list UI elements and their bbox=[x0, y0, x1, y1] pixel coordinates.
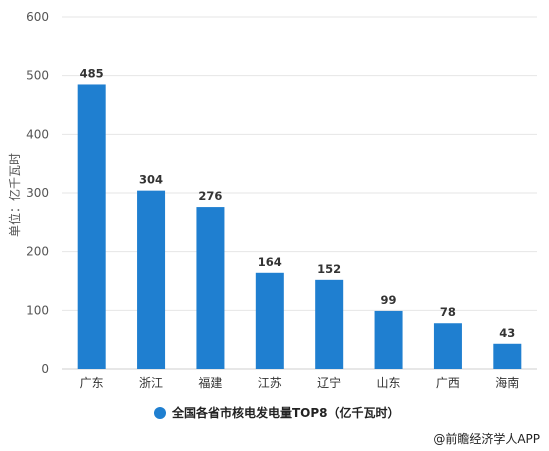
y-tick-label: 300 bbox=[26, 186, 49, 200]
x-tick-label: 辽宁 bbox=[317, 375, 341, 390]
y-axis-label: 单位：亿千瓦时 bbox=[7, 153, 22, 237]
bar bbox=[433, 323, 462, 369]
legend: 全国各省市核电发电量TOP8（亿千瓦时） bbox=[154, 405, 400, 420]
y-tick-label: 100 bbox=[26, 303, 49, 317]
legend-swatch bbox=[154, 407, 166, 419]
legend-label: 全国各省市核电发电量TOP8（亿千瓦时） bbox=[171, 405, 400, 420]
bar bbox=[315, 279, 344, 369]
data-label: 78 bbox=[440, 305, 456, 319]
data-label: 304 bbox=[139, 173, 163, 187]
x-tick-label: 广西 bbox=[436, 376, 460, 390]
data-label: 276 bbox=[198, 189, 222, 203]
x-tick-label: 福建 bbox=[198, 375, 222, 390]
bar bbox=[196, 207, 225, 369]
y-tick-label: 400 bbox=[26, 127, 49, 141]
x-tick-label: 山东 bbox=[377, 376, 401, 390]
x-tick-label: 广东 bbox=[80, 376, 104, 390]
bars: 485 广东 304 浙江 276 福建 164 江苏 152 辽宁 99 山东 78 广西 43 海南 bbox=[77, 66, 522, 390]
x-tick-label: 浙江 bbox=[139, 376, 163, 390]
data-label: 485 bbox=[80, 66, 104, 80]
y-axis-ticks: 0 100 200 300 400 500 600 bbox=[26, 10, 49, 376]
x-tick-label: 海南 bbox=[495, 375, 519, 390]
data-label: 99 bbox=[381, 293, 397, 307]
y-tick-label: 0 bbox=[41, 362, 49, 376]
bar bbox=[137, 190, 166, 369]
bar bbox=[77, 84, 106, 369]
bar bbox=[493, 343, 522, 369]
data-label: 152 bbox=[317, 262, 341, 276]
y-tick-label: 600 bbox=[26, 10, 49, 24]
data-label: 164 bbox=[258, 255, 282, 269]
y-tick-label: 200 bbox=[26, 245, 49, 259]
data-label: 43 bbox=[499, 326, 515, 340]
bar bbox=[374, 310, 403, 369]
bar bbox=[255, 272, 284, 369]
gridlines bbox=[62, 16, 537, 311]
y-tick-label: 500 bbox=[26, 69, 49, 83]
x-tick-label: 江苏 bbox=[258, 376, 282, 390]
source-label: @前瞻经济学人APP bbox=[433, 431, 540, 446]
